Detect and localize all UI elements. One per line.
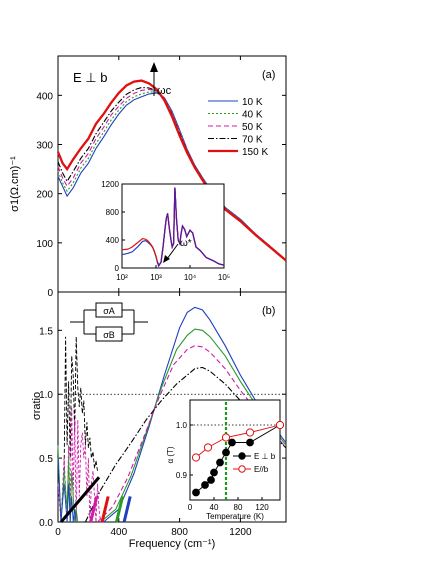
inset-a-ytick-label: 1200	[101, 180, 119, 189]
panel-b-ytick-label: 0.0	[39, 518, 53, 529]
fit-segment	[115, 496, 125, 523]
inset-b-xlabel: Temperature (K)	[206, 512, 264, 521]
x-axis-label: Frequency (cm⁻¹)	[129, 538, 216, 550]
inset-b-point	[203, 443, 213, 452]
panel-a-ytick-label: 0	[47, 288, 53, 299]
x-tick-label: 1200	[229, 527, 252, 538]
inset-b-point	[191, 453, 201, 462]
panel-a-label: (a)	[262, 69, 275, 81]
panel-b-ticks: 0.00.51.01.50 400 800 1200	[39, 292, 286, 538]
fit-segment	[122, 496, 132, 523]
inset-b-point	[245, 428, 255, 437]
low-frequency-trace	[57, 458, 77, 523]
omega-star-arrow	[163, 243, 179, 263]
legend-label: 40 K	[242, 110, 263, 121]
inset-b-point	[201, 481, 209, 489]
fit-segment	[100, 496, 110, 523]
panel-b-frame	[57, 291, 287, 523]
panel-a-ytick-label: 300	[36, 141, 53, 152]
inset-b-series	[191, 420, 285, 497]
inset-b-point	[207, 476, 215, 484]
inset-a-xtick-label: 10⁴	[184, 273, 197, 282]
x-tick-label: 800	[171, 527, 188, 538]
inset-b-point	[246, 438, 254, 447]
inset-b-point	[216, 458, 224, 467]
omega-star-label: ω*	[180, 238, 192, 249]
inset-b-legend-label: E//b	[254, 465, 269, 474]
inset-b-legend-marker	[238, 452, 246, 460]
inset-b-point	[275, 420, 285, 430]
inset-b-point	[210, 468, 218, 477]
x-tick-label: 0	[55, 527, 61, 538]
panel-a-ytick-label: 200	[36, 190, 53, 201]
inset-a-overlap-line	[156, 187, 225, 268]
inset-b-xtick-label: 0	[188, 503, 193, 512]
panel-b-label: (b)	[262, 305, 275, 317]
panel-a-ticks: 0 100 200 300 400	[36, 56, 286, 299]
inset-a-frame	[121, 183, 225, 269]
panel-a-annotation: E ⊥ b	[73, 70, 107, 85]
panel-b-ytick-label: 1.5	[39, 326, 53, 337]
sigma-b-label: σB	[103, 330, 115, 340]
legend-label: 10 K	[242, 97, 263, 108]
inset-a-ytick-label: 400	[106, 236, 120, 245]
inset-b-ytick-label: 1.0	[176, 421, 188, 430]
inset-b-legend-label: E ⊥ b	[254, 452, 276, 461]
panel-b-series	[57, 306, 287, 523]
legend-label: 150 K	[242, 147, 268, 158]
inset-b-point	[228, 438, 236, 447]
fit-segment	[59, 476, 101, 523]
inset-b-xtick-label: 80	[234, 503, 243, 512]
fit-segment	[89, 496, 99, 523]
series-line-40k	[57, 91, 287, 261]
panel-a-ytick-label: 100	[36, 239, 53, 250]
inset-b-point	[222, 448, 230, 457]
omega-c-label: ωc	[157, 85, 172, 97]
legend-label: 70 K	[242, 135, 263, 146]
inset-b-point	[221, 433, 231, 442]
inset-a-ytick-label: 800	[106, 208, 120, 217]
inset-a-ytick-label: 0	[115, 264, 120, 273]
panel-b-ylabel: σratio	[31, 392, 43, 420]
ratio-curve	[100, 328, 287, 523]
panel-a-ylabel: σ1(Ω.cm)⁻¹	[9, 156, 21, 212]
inset-b-xtick-label: 120	[255, 503, 269, 512]
panel-b-inset: 0.9 1.0 0 40 80 120 α (T) Temperature (K) E ⊥…	[166, 399, 285, 521]
inset-b-point	[192, 488, 200, 497]
omega-c-arrow	[150, 62, 158, 96]
ratio-curve	[84, 366, 287, 523]
sigma-a-label: σA	[103, 306, 115, 316]
inset-b-legend: E ⊥ b E//b	[233, 452, 276, 474]
inset-a-xtick-label: 10³	[150, 273, 162, 282]
ratio-curve	[103, 306, 287, 523]
panel-b-ytick-label: 0.5	[39, 454, 53, 465]
inset-b-ylabel: α (T)	[166, 446, 175, 463]
panel-b: 0.00.51.01.50 400 800 1200 (b) σratio σA σB	[31, 291, 287, 538]
inset-a-series	[121, 187, 225, 268]
low-frequency-trace	[63, 336, 98, 471]
x-tick-label: 400	[110, 527, 127, 538]
inset-a-ticks: 0 400 800 1200 10² 10³ 10⁴ 10⁵	[101, 180, 230, 282]
panel-a-inset: 0 400 800 1200 10² 10³ 10⁴ 10⁵ ω*	[101, 180, 230, 282]
panel-a-ytick-label: 400	[36, 91, 53, 102]
ratio-curve	[97, 345, 287, 523]
circuit-diagram: σA σB	[70, 302, 148, 342]
inset-a-xtick-label: 10²	[116, 273, 128, 282]
inset-b-xtick-label: 40	[210, 503, 219, 512]
panel-b-ytick-label: 1.0	[39, 390, 53, 401]
inset-b-ytick-label: 0.9	[176, 471, 188, 480]
inset-a-xtick-label: 10⁵	[218, 273, 230, 282]
legend-label: 50 K	[242, 122, 263, 133]
inset-b-legend-marker	[238, 465, 246, 473]
